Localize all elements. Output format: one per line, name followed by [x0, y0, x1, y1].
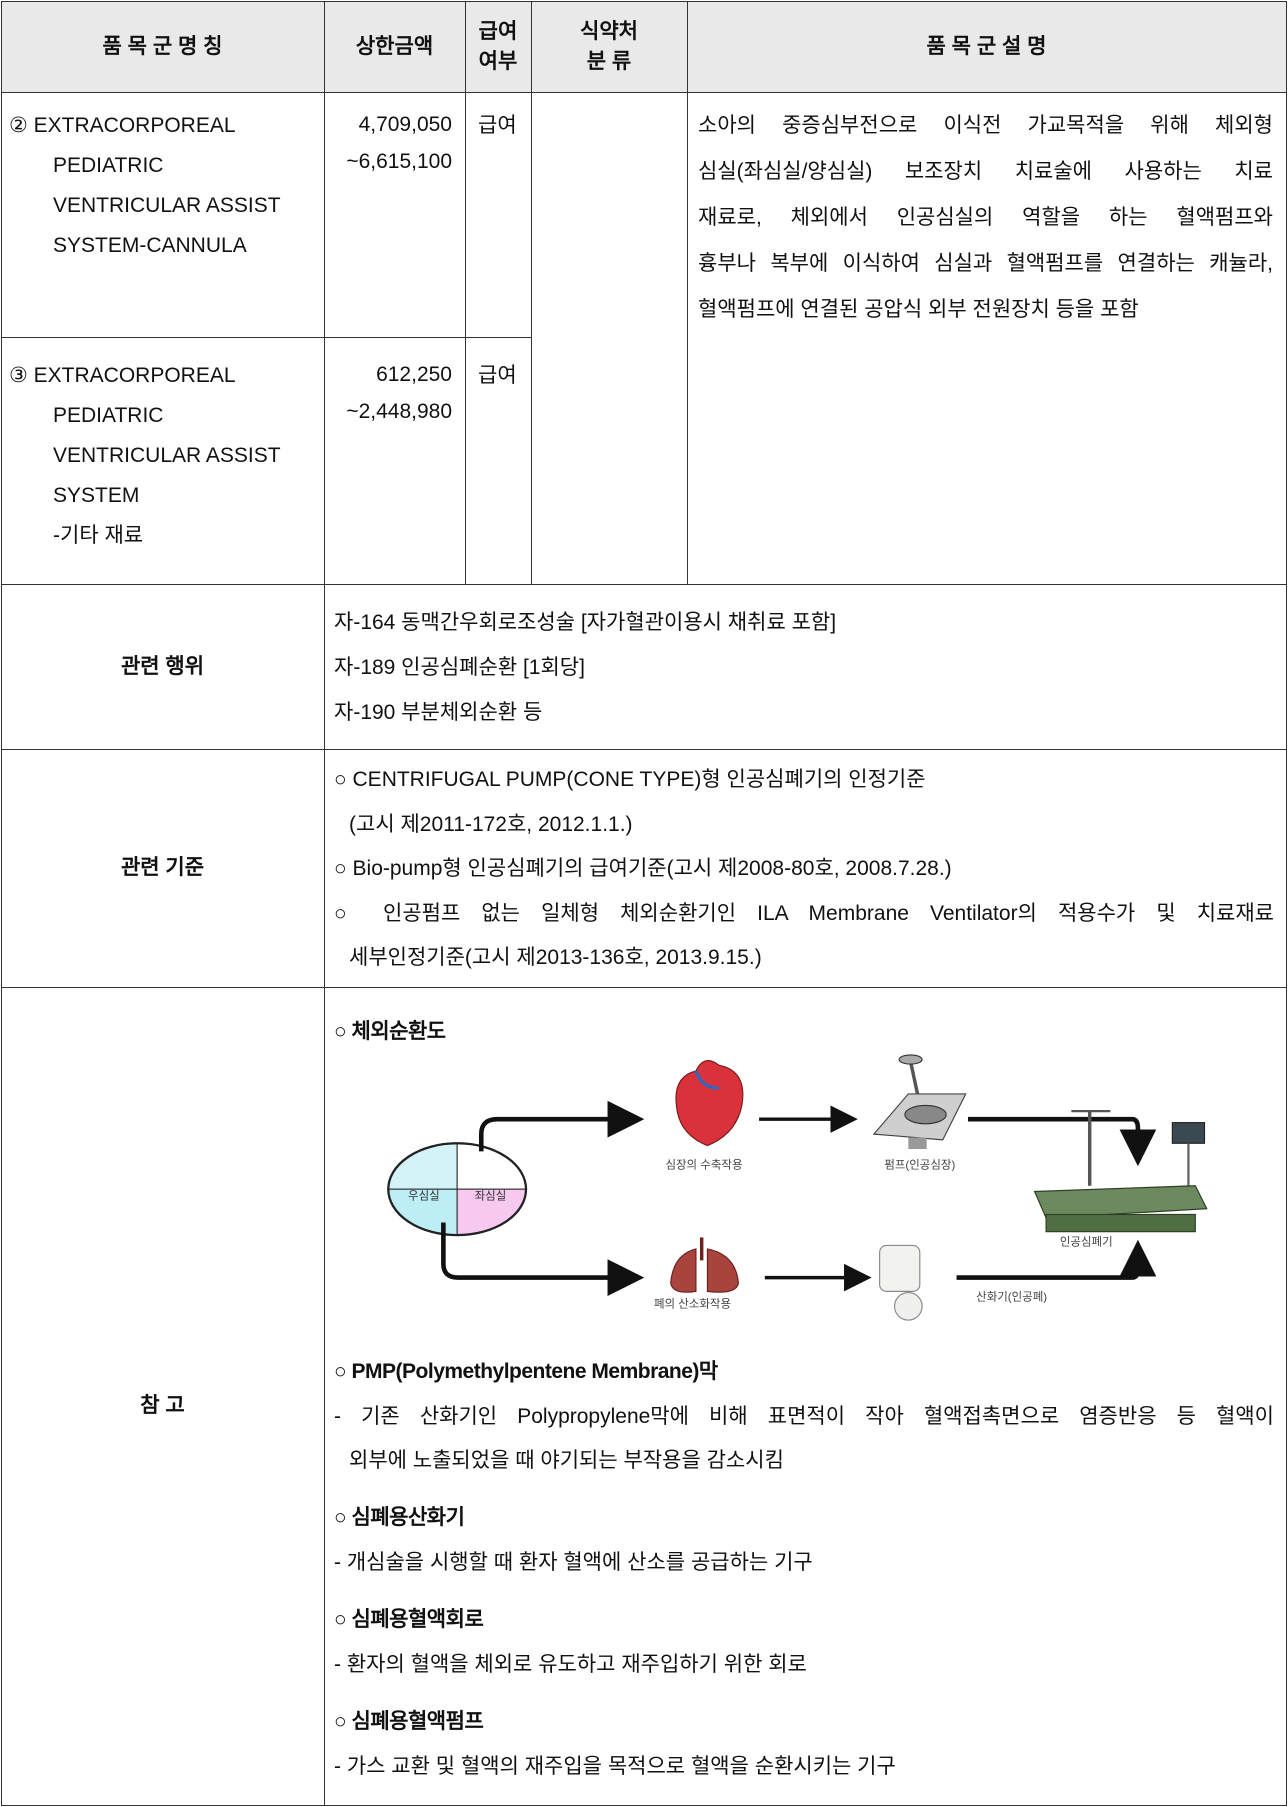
header-cell: 품 목 군 명 칭: [1, 1, 324, 92]
rule: [324, 1, 325, 1806]
item-coverage: 급여: [478, 114, 517, 137]
rule: [687, 1, 688, 584]
criteria-line: (고시 제2011-172호, 2012.1.1.): [349, 812, 633, 836]
item-price: 4,709,050 ~6,615,100: [330, 106, 452, 180]
diagram-label: 인공심폐기: [1060, 1235, 1113, 1248]
rule: [1, 337, 531, 338]
diagram-label: 펌프(인공심장): [884, 1159, 955, 1172]
section-title: ○ 체외순환도: [334, 1020, 446, 1043]
name-line: VENTRICULAR ASSIST: [53, 194, 281, 217]
rule: [1, 584, 1286, 585]
circulation-diagram: 우심실 좌심실 심장의 수축작용 펌프(인공심장) 인공심폐기 폐의 산소화작용…: [387, 1054, 1208, 1321]
name-line: ② EXTRACORPOREAL: [9, 114, 236, 137]
price-line: 612,250: [376, 363, 452, 386]
rule: [1, 1805, 1286, 1806]
section-title: ○ 심폐용혈액회로: [334, 1608, 484, 1631]
criteria-line: ○ Bio-pump형 인공심폐기의 급여기준(고시 제2008-80호, 20…: [334, 857, 952, 880]
criteria-line: ○ 인공펌프 없는 일체형 체외순환기인 ILA Membrane Ventil…: [334, 901, 1274, 925]
name-line: PEDIATRIC: [53, 404, 164, 427]
section-title: ○ 심폐용산화기: [334, 1506, 465, 1529]
act-line: 자-189 인공심폐순환 [1회당]: [334, 656, 585, 679]
header-cell: 품 목 군 설 명: [687, 1, 1286, 92]
row-label: 관련 기준: [120, 856, 205, 879]
diagram-label: 심장의 수축작용: [665, 1159, 742, 1172]
name-line: VENTRICULAR ASSIST: [53, 444, 281, 467]
act-line: 자-190 부분체외순환 등: [334, 701, 543, 724]
reference-section: ○ 심폐용산화기 - 개심술을 시행할 때 환자 혈액에 산소를 공급하는 기구: [334, 1495, 1274, 1585]
rule: [1, 1, 1286, 2]
section-line: 외부에 노출되었을 때 야기되는 부작용을 감소시킴: [349, 1449, 784, 1472]
criteria-line: 세부인정기준(고시 제2013-136호, 2013.9.15.): [349, 946, 762, 969]
name-line: ③ EXTRACORPOREAL: [9, 364, 236, 387]
name-line: SYSTEM: [53, 484, 140, 507]
item-name: ③ EXTRACORPOREAL PEDIATRIC VENTRICULAR ASS…: [9, 356, 319, 556]
description-line: 심실(좌심실/양심실) 보조장치 치료술에 사용하는 치료: [698, 160, 1273, 183]
description-line: 재료로, 체외에서 인공심실의 역할을 하는 혈액펌프와: [698, 206, 1273, 229]
section-line: - 가스 교환 및 혈액의 재주입을 목적으로 혈액을 순환시키는 기구: [334, 1755, 896, 1778]
diagram-label: 폐의 산소화작용: [654, 1297, 731, 1310]
header-text: 분 류: [586, 49, 632, 73]
rule: [465, 1, 466, 584]
description-line: 소아의 중증심부전으로 이식전 가교목적을 위해 체외형: [698, 114, 1273, 137]
act-line: 자-164 동맥간우회로조성술 [자가혈관이용시 채취료 포함]: [334, 611, 837, 634]
rule: [531, 1, 532, 584]
name-line: SYSTEM-CANNULA: [53, 234, 247, 257]
rule: [1, 1, 2, 1806]
header-text: 품 목 군 명 칭: [102, 34, 223, 58]
diagram-label: 산화기(인공폐): [976, 1291, 1047, 1304]
related-acts: 자-164 동맥간우회로조성술 [자가혈관이용시 채취료 포함] 자-189 인공…: [334, 600, 1274, 735]
header-text: 품 목 군 설 명: [926, 34, 1047, 58]
related-criteria: ○ CENTRIFUGAL PUMP(CONE TYPE)형 인공심폐기의 인정…: [334, 758, 1274, 981]
description-line: 흉부나 복부에 이식하여 심실과 혈액펌프를 연결하는 캐뉼라,: [698, 252, 1273, 275]
row-label: 관련 행위: [120, 655, 205, 678]
name-line: PEDIATRIC: [53, 154, 164, 177]
reference-section: ○ 심폐용혈액회로 - 환자의 혈액을 체외로 유도하고 재주입하기 위한 회로: [334, 1597, 1274, 1687]
rule: [1, 92, 1286, 93]
description-line: 혈액펌프에 연결된 공압식 외부 전원장치 등을 포함: [698, 298, 1139, 321]
header-background: [1, 1, 1286, 92]
price-line: ~6,615,100: [346, 150, 452, 173]
header-text: 상한금액: [355, 34, 434, 58]
row-label: 참 고: [140, 1394, 185, 1417]
header-cell: 상한금액: [324, 1, 465, 92]
section-line: - 개심술을 시행할 때 환자 혈액에 산소를 공급하는 기구: [334, 1551, 813, 1574]
header-text: 식약처: [580, 19, 638, 43]
price-line: 4,709,050: [358, 113, 452, 136]
price-line: ~2,448,980: [346, 400, 452, 423]
reference-section: ○ PMP(Polymethylpentene Membrane)막 - 기존 산…: [334, 1349, 1274, 1483]
reference-sections: ○ PMP(Polymethylpentene Membrane)막 - 기존 산…: [334, 1349, 1274, 1801]
item-coverage: 급여: [478, 364, 517, 387]
name-line: -기타 재료: [53, 524, 144, 547]
rule: [1, 749, 1286, 750]
rule: [1, 987, 1286, 988]
section-title: ○ PMP(Polymethylpentene Membrane)막: [334, 1360, 718, 1383]
section-line: - 기존 산화기인 Polypropylene막에 비해 표면적이 작아 혈액접…: [334, 1405, 1274, 1428]
header-text: 여부: [478, 49, 518, 73]
reference-section: ○ 심폐용혈액펌프 - 가스 교환 및 혈액의 재주입을 목적으로 혈액을 순환시…: [334, 1699, 1274, 1789]
section-line: - 환자의 혈액을 체외로 유도하고 재주입하기 위한 회로: [334, 1653, 807, 1676]
rule: [1286, 1, 1287, 1806]
section-title: ○ 심폐용혈액펌프: [334, 1710, 484, 1733]
diagram-label: 좌심실: [475, 1190, 507, 1203]
criteria-line: ○ CENTRIFUGAL PUMP(CONE TYPE)형 인공심폐기의 인정…: [334, 768, 926, 791]
diagram-label: 우심실: [408, 1190, 440, 1203]
header-text: 급여: [478, 19, 518, 43]
item-price: 612,250 ~2,448,980: [330, 356, 452, 430]
item-name: ② EXTRACORPOREAL PEDIATRIC VENTRICULAR ASS…: [9, 106, 319, 266]
